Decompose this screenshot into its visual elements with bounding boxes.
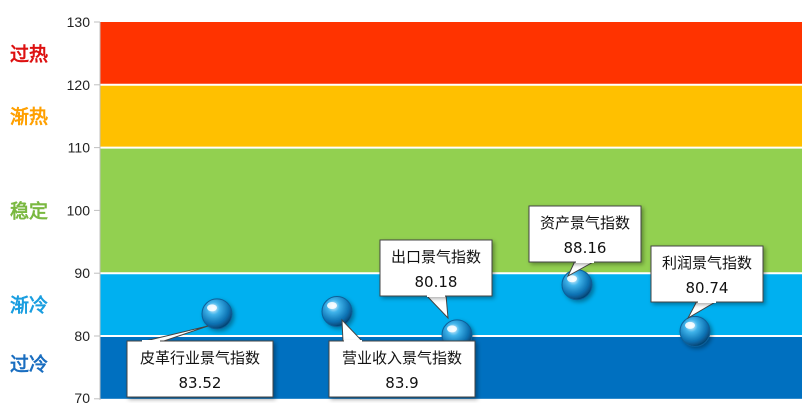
- y-axis: 70 80 90 100 110 120 130: [67, 14, 101, 403]
- callout: 资产景气指数 88.16: [528, 205, 642, 278]
- y-tick-label: 70: [74, 390, 90, 403]
- data-point: [561, 269, 593, 301]
- y-tick-label: 110: [68, 140, 91, 156]
- data-point: [679, 315, 711, 347]
- y-tick-label: 120: [67, 77, 91, 93]
- data-label-value: 80.74: [686, 279, 729, 297]
- zone-label: 过热: [10, 42, 48, 65]
- data-point-highlight: [207, 304, 217, 312]
- callout: 利润景气指数 80.74: [650, 245, 764, 320]
- callout-box: [528, 205, 642, 263]
- data-label-name: 皮革行业景气指数: [140, 349, 260, 367]
- y-tick-label: 130: [67, 14, 91, 30]
- data-label-name: 利润景气指数: [662, 254, 752, 272]
- data-callouts: 皮革行业景气指数 83.52 营业收入景气指数 83.9 出口景气指数 80.18 资产景气…: [126, 205, 764, 398]
- data-label-value: 88.16: [564, 239, 607, 257]
- zone-label: 渐冷: [10, 294, 48, 317]
- zone-label: 稳定: [10, 199, 48, 222]
- data-point-highlight: [447, 325, 457, 333]
- data-point-highlight: [685, 321, 695, 329]
- y-tick-label: 100: [67, 202, 91, 218]
- callout: 皮革行业景气指数 83.52: [126, 325, 274, 398]
- callout-box: [126, 340, 274, 398]
- callout-box: [379, 239, 493, 297]
- data-point: [201, 298, 233, 330]
- data-point-highlight: [567, 275, 577, 283]
- y-tick-label: 90: [74, 265, 90, 281]
- data-point-highlight: [327, 302, 337, 310]
- y-tick-label: 80: [74, 328, 90, 344]
- data-label-name: 营业收入景气指数: [342, 349, 462, 367]
- callout-box: [328, 340, 476, 398]
- callout-box: [650, 245, 764, 303]
- data-point: [321, 296, 353, 328]
- data-label-value: 80.18: [415, 273, 458, 291]
- band-1: [100, 84, 802, 148]
- band-0: [100, 22, 802, 85]
- data-label-name: 出口景气指数: [391, 248, 481, 266]
- data-label-name: 资产景气指数: [540, 214, 630, 232]
- zone-label: 过冷: [10, 352, 48, 375]
- data-label-value: 83.9: [385, 374, 418, 392]
- zone-label: 渐热: [10, 105, 48, 128]
- callout: 出口景气指数 80.18: [379, 239, 493, 320]
- callout: 营业收入景气指数 83.9: [328, 318, 476, 398]
- data-label-value: 83.52: [179, 374, 222, 392]
